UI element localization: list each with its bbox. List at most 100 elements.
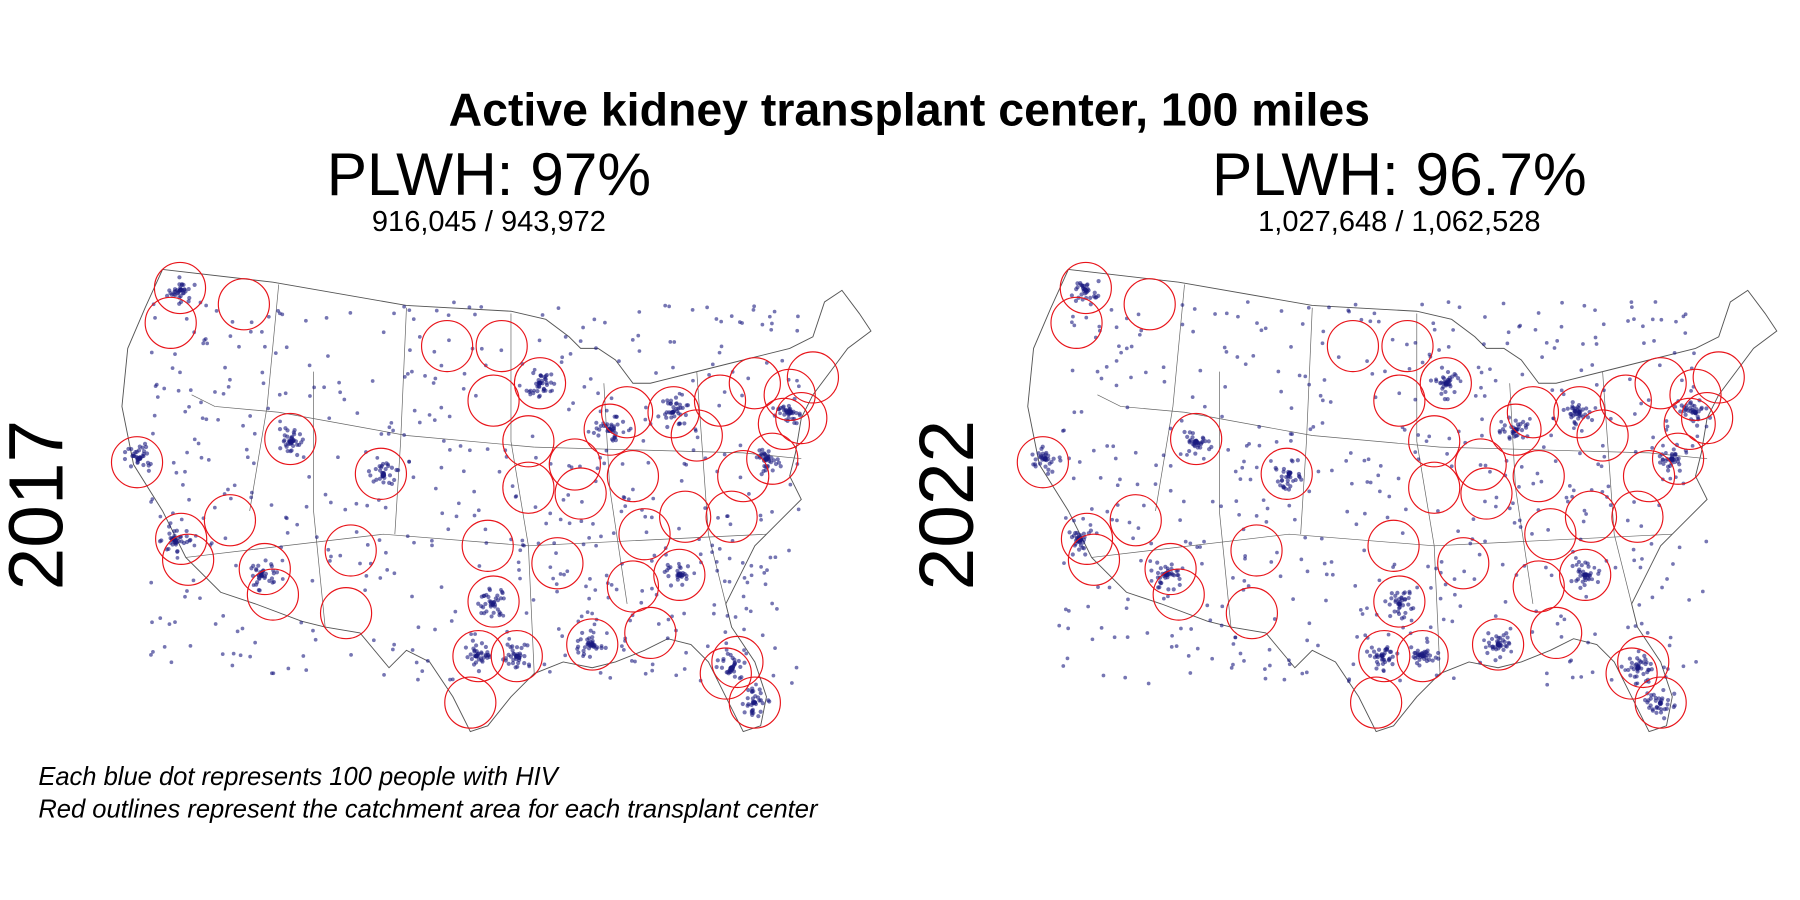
dot <box>1079 292 1084 297</box>
dot <box>578 339 583 343</box>
dot <box>461 469 466 474</box>
dot <box>134 449 139 454</box>
catchment <box>1260 447 1313 500</box>
dot <box>628 618 632 623</box>
dot <box>1402 597 1407 602</box>
dot <box>760 322 765 327</box>
dot <box>766 449 771 454</box>
dot <box>1427 434 1432 439</box>
dot <box>167 531 172 536</box>
dot <box>1288 484 1293 489</box>
dot <box>1287 503 1292 508</box>
dot <box>588 577 592 581</box>
dot <box>470 638 475 643</box>
dot <box>1676 456 1681 461</box>
dot <box>1673 404 1678 409</box>
dot <box>682 611 686 616</box>
dot <box>449 619 454 623</box>
dot <box>587 654 593 659</box>
dot <box>1483 315 1487 319</box>
dot <box>1299 557 1304 562</box>
dot <box>617 359 621 364</box>
dot <box>448 448 452 452</box>
dot <box>544 372 549 378</box>
dot <box>168 291 173 296</box>
dot <box>519 645 524 651</box>
dot <box>1074 530 1079 536</box>
dot <box>666 617 671 622</box>
dot <box>146 468 151 473</box>
dot <box>255 580 260 585</box>
dot <box>1555 338 1560 343</box>
dot <box>1168 426 1173 431</box>
catchment <box>763 368 816 421</box>
dot <box>1206 439 1211 444</box>
dot <box>683 412 688 418</box>
dot <box>797 413 802 418</box>
dot <box>149 580 154 585</box>
dot <box>591 630 596 635</box>
catchment <box>1564 490 1618 543</box>
dot <box>1081 516 1086 521</box>
dot <box>1383 599 1388 604</box>
dot <box>550 388 554 393</box>
headline: PLWH: 97% <box>327 140 651 208</box>
dot <box>1629 665 1634 670</box>
catchment <box>786 351 840 404</box>
dot <box>1044 450 1049 455</box>
dot <box>1263 667 1267 671</box>
dot <box>261 381 266 386</box>
state-border <box>510 313 535 674</box>
dot <box>738 475 743 480</box>
dot <box>1396 476 1401 481</box>
dot <box>732 661 737 666</box>
dot <box>752 304 757 309</box>
dot <box>552 541 557 545</box>
dot <box>498 611 503 616</box>
dot <box>1599 464 1604 469</box>
dot <box>1641 324 1645 329</box>
dot <box>485 447 490 451</box>
dot <box>1178 518 1182 523</box>
dot <box>1248 477 1253 482</box>
dot <box>558 517 563 522</box>
dot <box>1498 655 1503 660</box>
dot <box>517 383 522 388</box>
dot <box>140 454 145 459</box>
dot <box>1585 415 1591 420</box>
dot <box>277 427 283 432</box>
dot <box>1457 305 1462 310</box>
dot <box>269 562 274 567</box>
dot <box>594 543 598 548</box>
dot <box>1550 388 1555 392</box>
dot <box>1478 463 1483 467</box>
dot <box>1594 342 1599 346</box>
dot <box>1272 617 1277 621</box>
dot <box>1193 451 1198 456</box>
dot <box>1409 645 1414 650</box>
dot <box>518 548 523 553</box>
dot <box>1124 346 1129 351</box>
dot <box>1654 710 1659 715</box>
state-border <box>1219 371 1232 628</box>
dot <box>559 360 564 364</box>
dot <box>307 363 312 368</box>
catchment <box>705 490 758 543</box>
dot <box>748 609 753 614</box>
dot <box>1110 517 1115 522</box>
dot <box>1269 459 1273 463</box>
dot <box>1462 569 1467 574</box>
dot <box>1088 302 1093 307</box>
dot <box>1439 365 1445 370</box>
dot <box>448 677 452 682</box>
dot <box>410 594 414 599</box>
dot <box>782 408 787 413</box>
dot <box>1166 587 1171 592</box>
dot <box>269 576 275 581</box>
dot <box>558 572 563 576</box>
dot <box>759 517 763 522</box>
dot <box>581 648 586 653</box>
dot <box>501 613 506 618</box>
dot <box>1582 582 1587 588</box>
dot <box>1292 517 1297 522</box>
